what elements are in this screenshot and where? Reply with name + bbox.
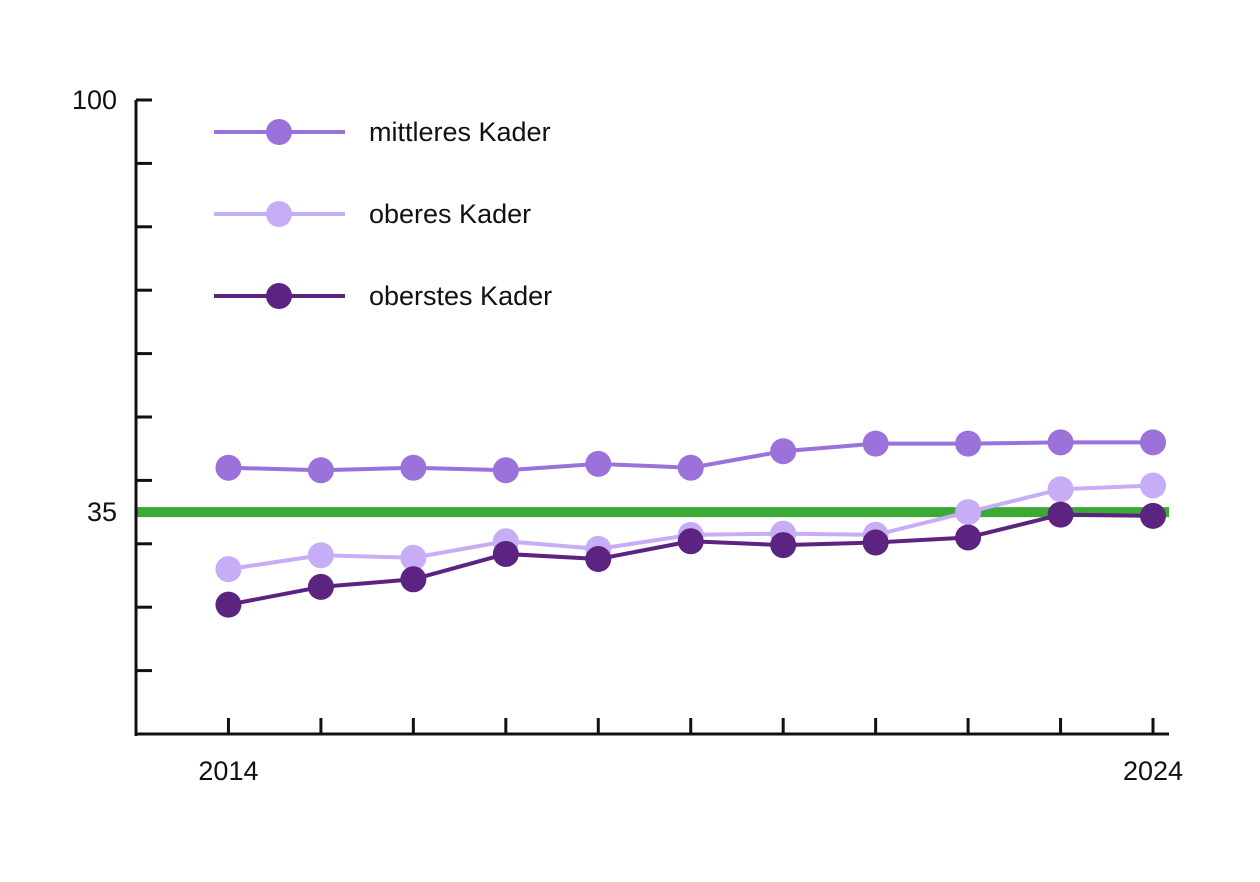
data-point <box>585 450 612 477</box>
data-point <box>585 546 612 573</box>
data-point <box>677 528 704 555</box>
legend-label: oberes Kader <box>369 199 531 229</box>
legend-item: mittleres Kader <box>214 117 551 147</box>
data-point <box>215 454 242 481</box>
legend-item: oberes Kader <box>214 199 531 229</box>
data-point <box>862 529 889 556</box>
data-point <box>1047 501 1074 528</box>
data-point <box>1047 429 1074 456</box>
data-point <box>400 544 427 571</box>
data-point <box>1140 429 1166 456</box>
y-tick-label: 100 <box>72 85 117 115</box>
legend-label: mittleres Kader <box>369 117 551 147</box>
series-markers <box>215 429 1166 484</box>
series-markers <box>215 472 1166 583</box>
data-point <box>770 532 797 559</box>
data-point <box>492 457 519 484</box>
legend-label: oberstes Kader <box>369 281 552 311</box>
data-point <box>770 438 797 465</box>
data-point <box>400 566 427 593</box>
data-point <box>492 540 519 567</box>
series-markers <box>215 501 1166 618</box>
x-tick-label: 2024 <box>1123 756 1183 786</box>
data-point <box>1047 476 1074 503</box>
legend-marker <box>266 201 292 227</box>
data-point <box>215 591 242 618</box>
legend-item: oberstes Kader <box>214 281 552 311</box>
x-tick-label: 2014 <box>198 756 258 786</box>
data-point <box>862 430 889 457</box>
data-point <box>307 457 334 484</box>
data-point <box>307 573 334 600</box>
legend-marker <box>266 283 292 309</box>
data-point <box>215 556 242 583</box>
y-tick-label: 35 <box>87 497 117 527</box>
data-point <box>955 524 982 551</box>
data-point <box>677 454 704 481</box>
data-point <box>400 454 427 481</box>
data-point <box>307 542 334 569</box>
data-point <box>1140 502 1166 529</box>
data-point <box>955 499 982 526</box>
data-point <box>955 430 982 457</box>
legend-marker <box>266 119 292 145</box>
data-point <box>1140 472 1166 499</box>
